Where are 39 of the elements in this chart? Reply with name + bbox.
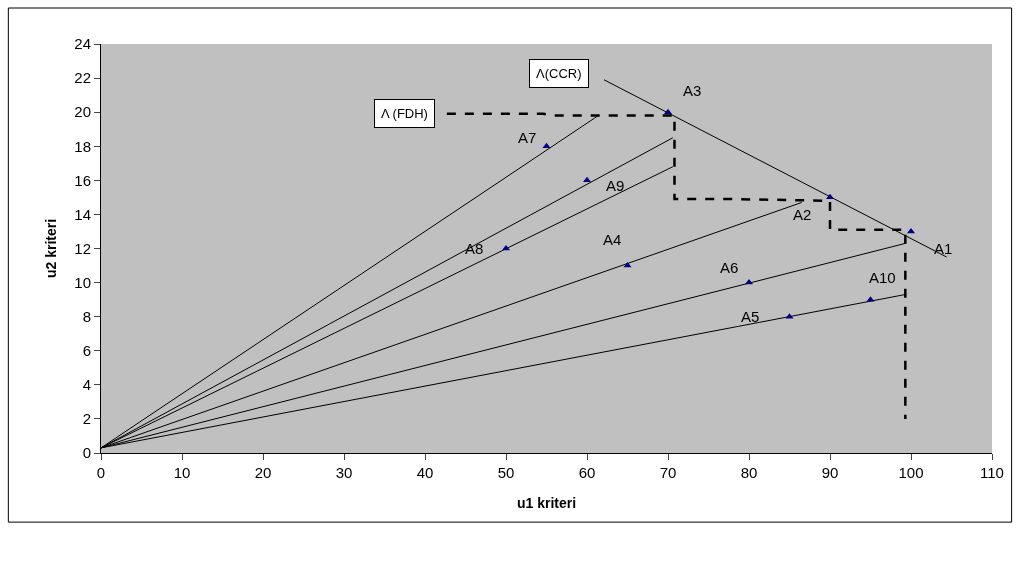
- y-tick-label: 16: [74, 171, 91, 189]
- x-tick-label: 90: [821, 464, 839, 481]
- annotation: A6: [720, 259, 739, 276]
- x-tick-label: 10: [173, 464, 191, 481]
- x-tick-label: 30: [335, 464, 353, 481]
- annotation: A1: [934, 240, 953, 257]
- x-axis-title: u1 kriteri: [516, 495, 577, 512]
- y-tick-label: 0: [82, 444, 91, 462]
- annotation: Λ(CCR): [536, 66, 582, 81]
- x-tick-label: 0: [96, 464, 106, 481]
- annotation: Λ (FDH): [381, 106, 428, 121]
- y-tick-label: 4: [82, 376, 91, 394]
- y-tick-label: 6: [82, 342, 91, 359]
- annotation: A10: [869, 269, 896, 286]
- annotation: A3: [683, 82, 702, 99]
- y-tick-label: 8: [82, 307, 91, 325]
- x-tick-label: 70: [659, 464, 677, 481]
- x-tick-label: 20: [254, 464, 272, 481]
- annotation: A9: [606, 177, 625, 194]
- x-tick-label: 80: [740, 464, 758, 481]
- x-tick-label: 110: [980, 464, 1004, 481]
- y-tick-label: 18: [74, 137, 91, 155]
- y-tick-label: 12: [74, 239, 91, 257]
- annotation: A2: [793, 206, 812, 223]
- y-tick-label: 22: [74, 69, 91, 87]
- annotation: A8: [465, 240, 484, 257]
- y-tick-label: 14: [74, 205, 91, 223]
- y-tick-label: 2: [82, 410, 91, 428]
- x-tick-label: 60: [578, 464, 596, 481]
- y-tick-label: 24: [74, 35, 91, 53]
- x-tick-label: 100: [898, 464, 924, 481]
- y-tick-label: 10: [74, 273, 91, 291]
- annotation: A7: [518, 129, 537, 146]
- annotation: A5: [741, 308, 760, 325]
- y-axis-title: u2 kriteri: [42, 218, 59, 279]
- annotation: A4: [603, 231, 622, 248]
- x-tick-label: 40: [416, 464, 434, 481]
- x-tick-label: 50: [497, 464, 515, 481]
- y-tick-label: 20: [74, 103, 91, 121]
